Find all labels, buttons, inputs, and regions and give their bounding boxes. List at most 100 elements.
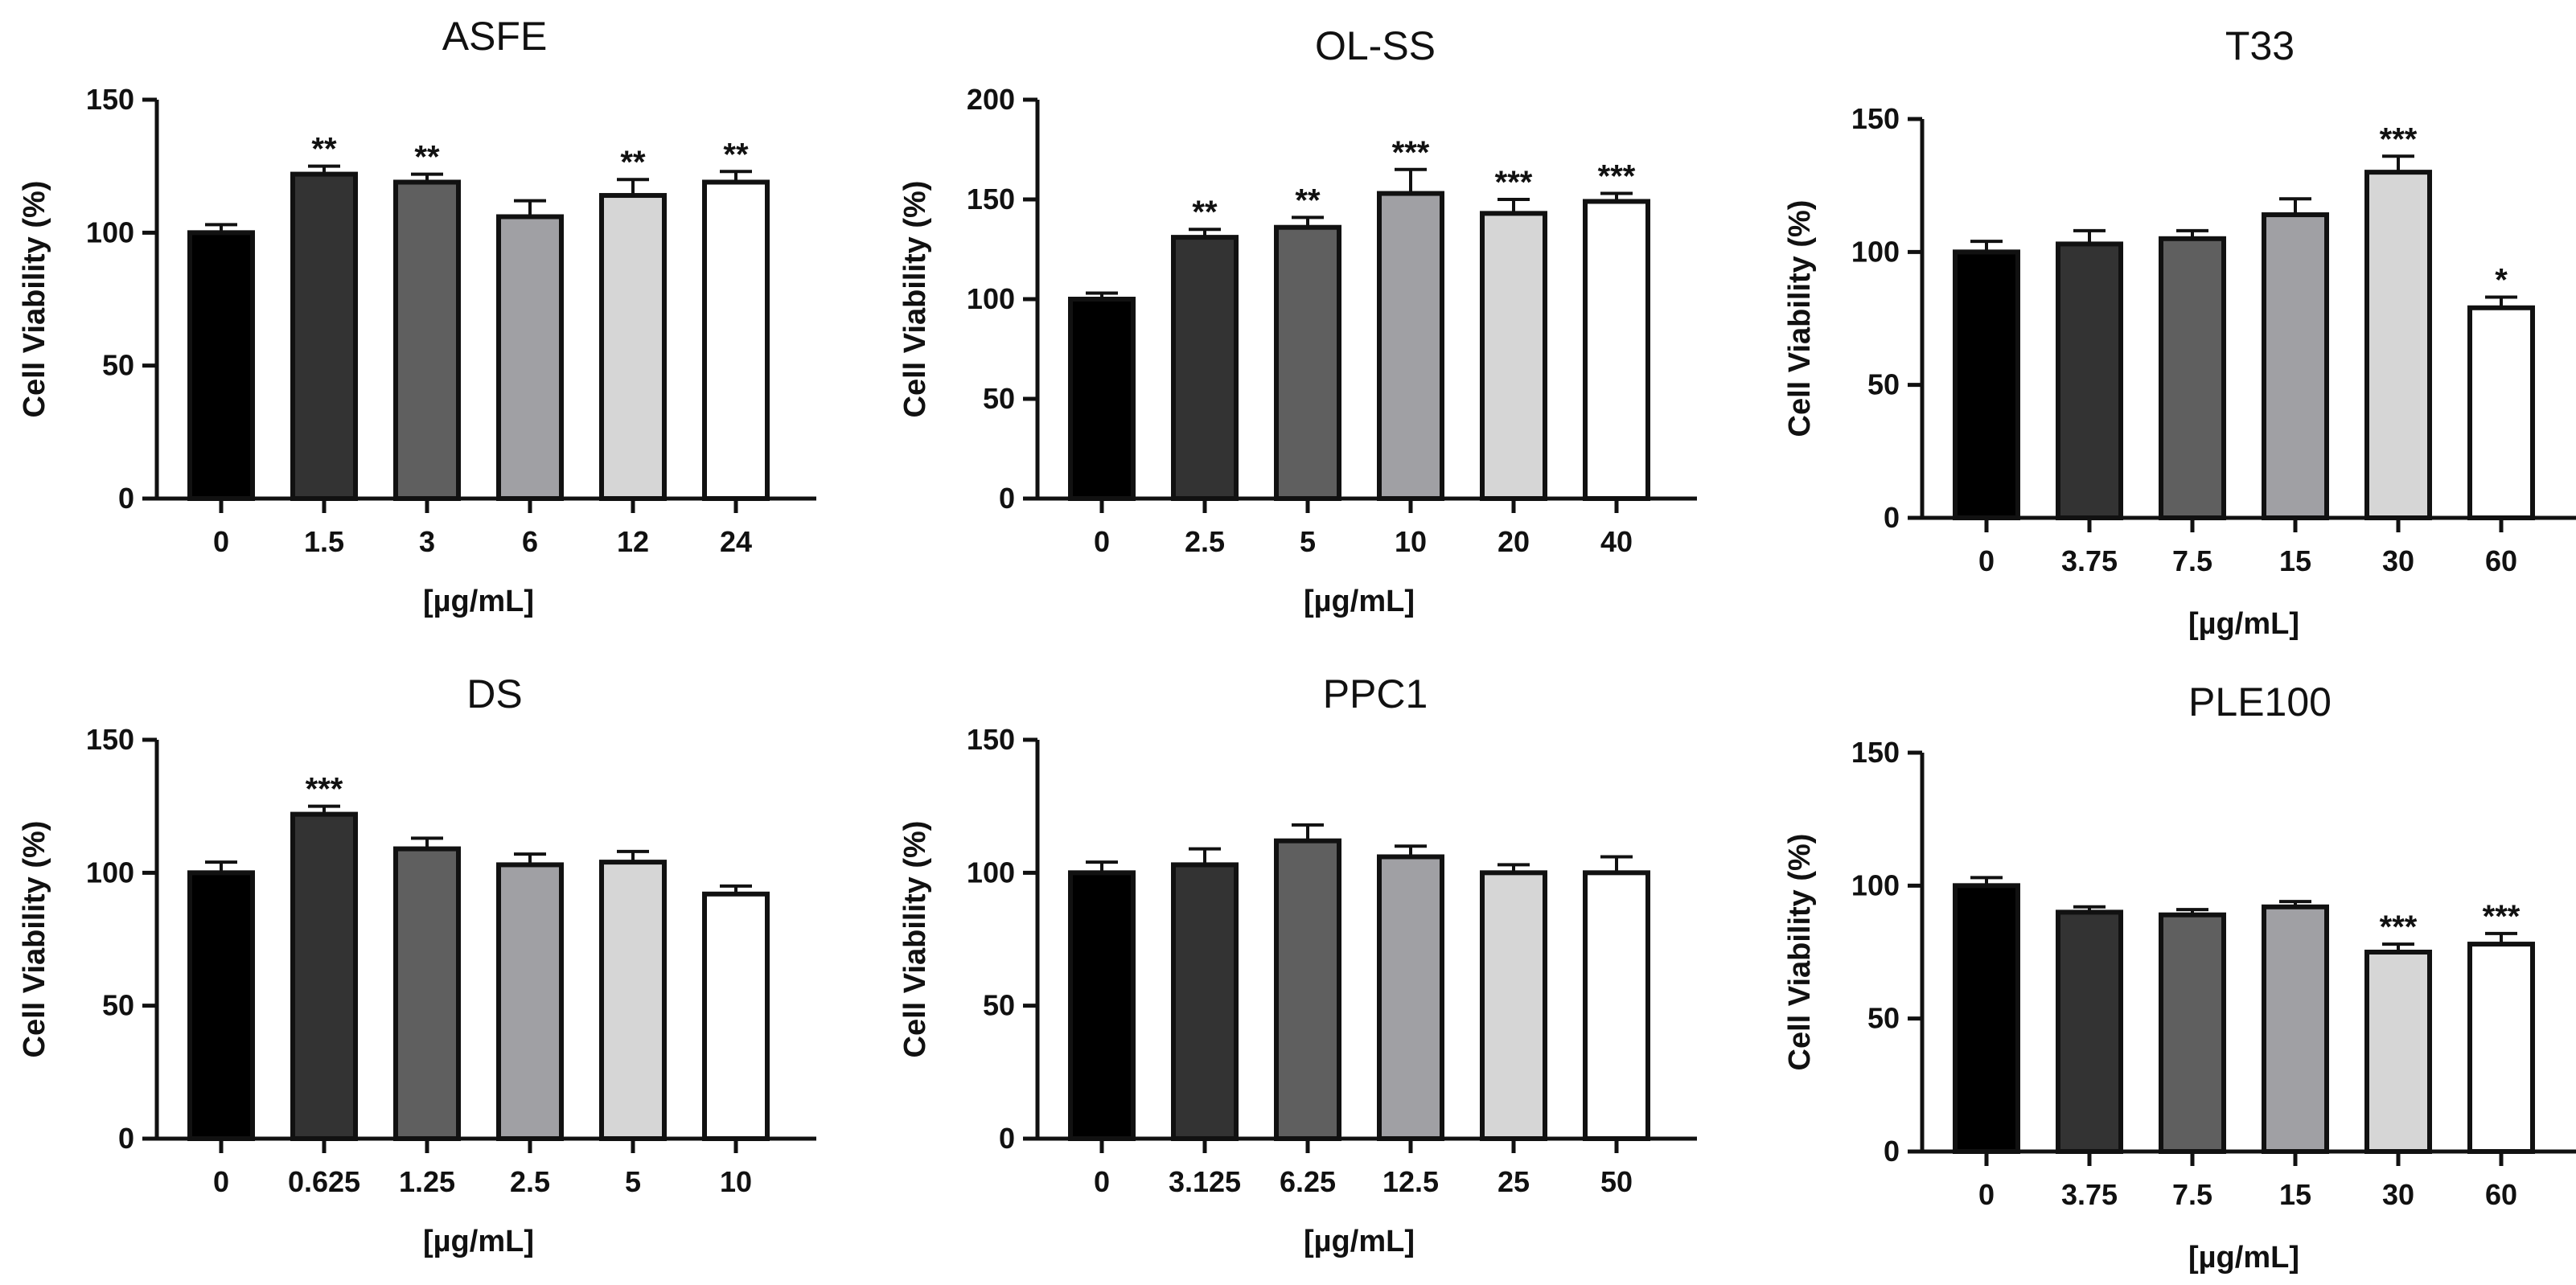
chart-panel-asfe: ASFE ** ** ** ** 0 50 100 150 0 1.5 3 6 12 24 [µg/mL] Ce… (18, 14, 816, 618)
x-tick-label: 30 (2382, 544, 2414, 577)
bar (1953, 249, 2020, 520)
bar (702, 891, 770, 1141)
y-tick-label: 100 (1851, 235, 1900, 268)
bar (1377, 854, 1444, 1141)
x-axis-label: [µg/mL] (423, 585, 534, 618)
bar (2159, 236, 2226, 520)
y-tick-label: 0 (118, 1122, 134, 1155)
bar (290, 171, 358, 501)
y-tick-label: 150 (967, 183, 1015, 216)
y-axis-label: Cell Viability (%) (1783, 834, 1817, 1071)
chart-panel-ds: DS *** 0 50 100 150 0 0.625 1.25 2.5 5 10 [µg/mL] Cel… (18, 671, 816, 1258)
x-tick-label: 1.25 (399, 1165, 455, 1198)
bar (2056, 241, 2123, 520)
significance-label: ** (723, 137, 749, 172)
bar (2364, 170, 2432, 520)
y-tick-label: 100 (967, 282, 1015, 315)
x-tick-label: 0 (213, 1165, 229, 1198)
significance-label: *** (2483, 899, 2521, 934)
bar (702, 179, 770, 502)
y-tick-label: 0 (1884, 501, 1900, 534)
bar (1583, 870, 1650, 1142)
x-axis-label: [µg/mL] (2188, 1241, 2299, 1275)
y-tick-label: 100 (967, 856, 1015, 889)
bar (1480, 870, 1547, 1142)
significance-label: ** (1295, 183, 1321, 218)
y-axis-label: Cell Viability (%) (898, 821, 932, 1058)
bar (2056, 909, 2123, 1155)
x-tick-label: 3.75 (2061, 544, 2118, 577)
bar (393, 846, 461, 1142)
y-tick-label: 100 (86, 856, 134, 889)
y-tick-label: 200 (967, 83, 1015, 116)
x-tick-label: 5 (1300, 525, 1316, 558)
significance-label: * (2495, 263, 2508, 298)
x-axis-label: [µg/mL] (2188, 607, 2299, 641)
bar (496, 214, 564, 501)
y-tick-label: 150 (1851, 102, 1900, 135)
bar (2262, 904, 2329, 1154)
y-tick-label: 100 (1851, 868, 1900, 901)
significance-label: *** (1598, 159, 1636, 195)
x-tick-label: 6.25 (1280, 1165, 1336, 1198)
y-tick-label: 150 (86, 723, 134, 756)
y-tick-label: 50 (102, 349, 134, 382)
chart-title: OL-SS (1315, 23, 1436, 68)
chart-panel-ppc1: PPC1 0 50 100 150 0 3.125 6.25 12.5 25 50 [µg/mL] Ce… (898, 671, 1697, 1258)
significance-label: ** (414, 140, 440, 175)
x-tick-label: 30 (2382, 1178, 2414, 1211)
bar (496, 862, 564, 1141)
x-axis-label: [µg/mL] (1304, 1225, 1415, 1258)
chart-title: ASFE (442, 14, 548, 59)
x-tick-label: 3.125 (1169, 1165, 1241, 1198)
x-tick-label: 0.625 (288, 1165, 360, 1198)
x-tick-label: 25 (1498, 1165, 1530, 1198)
significance-label: *** (1495, 165, 1533, 200)
y-tick-label: 0 (118, 482, 134, 515)
x-tick-label: 3.75 (2061, 1178, 2118, 1211)
bar (187, 230, 255, 501)
y-tick-label: 50 (1867, 1002, 1900, 1035)
y-tick-label: 150 (967, 723, 1015, 756)
bar (1953, 883, 2020, 1155)
x-tick-label: 0 (1094, 1165, 1110, 1198)
bar (2159, 912, 2226, 1154)
x-tick-label: 2.5 (510, 1165, 550, 1198)
y-axis-label: Cell Viability (%) (18, 181, 51, 418)
x-tick-label: 3 (419, 525, 435, 558)
bar (2262, 212, 2329, 520)
bar (2467, 305, 2535, 520)
x-tick-label: 7.5 (2172, 544, 2212, 577)
x-tick-label: 2.5 (1185, 525, 1225, 558)
chart-title: PLE100 (2188, 679, 2332, 725)
bar (599, 193, 667, 501)
x-tick-label: 12 (617, 525, 649, 558)
bar (1068, 297, 1136, 501)
bar (599, 860, 667, 1142)
significance-label: ** (1192, 195, 1218, 230)
x-axis-label: [µg/mL] (1304, 585, 1415, 618)
bar (187, 870, 255, 1142)
y-tick-label: 50 (983, 989, 1015, 1022)
x-tick-label: 0 (213, 525, 229, 558)
y-axis-label: Cell Viability (%) (18, 821, 51, 1058)
x-tick-label: 5 (625, 1165, 641, 1198)
bar (1583, 199, 1650, 501)
bar (2364, 950, 2432, 1154)
chart-title: PPC1 (1323, 671, 1428, 716)
x-tick-label: 0 (1094, 525, 1110, 558)
significance-label: ** (311, 132, 337, 167)
significance-label: *** (2380, 121, 2418, 157)
bar (1171, 235, 1239, 501)
significance-label: ** (620, 145, 646, 180)
significance-label: *** (2380, 909, 2418, 945)
x-tick-label: 15 (2279, 1178, 2311, 1211)
bar (1480, 211, 1547, 501)
x-tick-label: 0 (1978, 1178, 1995, 1211)
bar (393, 179, 461, 502)
chart-panel-ple100: PLE100 *** *** 0 50 100 150 0 3.75 7.5 15 30 60 [µg/m… (1783, 679, 2576, 1275)
y-axis-label: Cell Viability (%) (1783, 200, 1817, 437)
bar (2467, 942, 2535, 1154)
